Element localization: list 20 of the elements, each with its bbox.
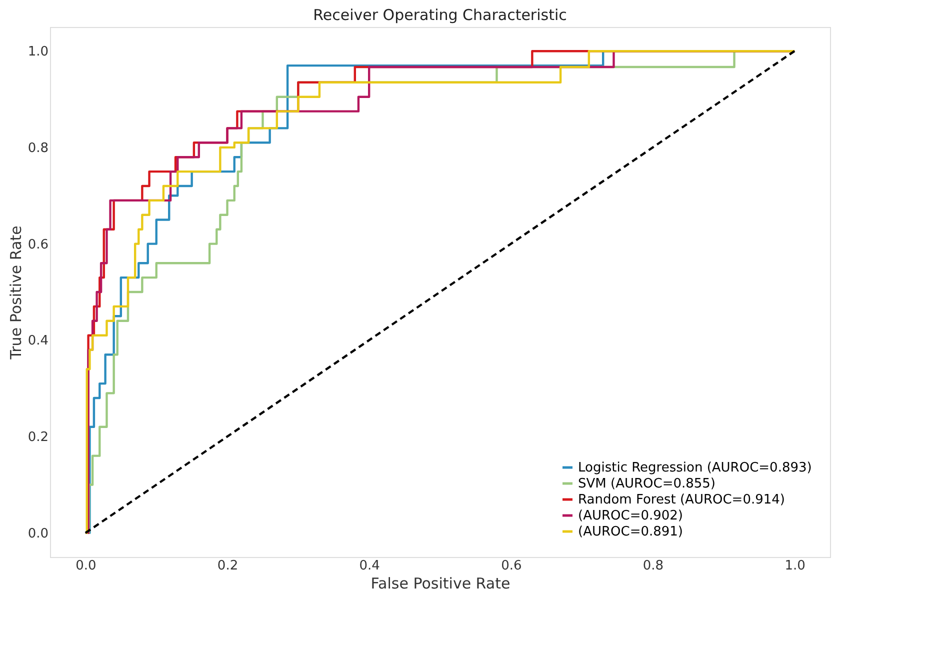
y-tick-label: 0.8 [28,140,48,156]
legend-label: Logistic Regression (AUROC=0.893) [578,460,812,476]
y-tick-label: 1.0 [28,44,48,60]
legend-label: (AUROC=0.891) [578,524,684,540]
x-tick-label: 1.0 [784,558,806,574]
x-axis-title: False Positive Rate [370,574,510,592]
y-tick-label: 0.0 [28,526,48,542]
legend-label: Random Forest (AUROC=0.914) [578,492,785,508]
x-tick-label: 0.6 [501,558,522,574]
legend-label: (AUROC=0.902) [578,508,684,524]
legend-label: SVM (AUROC=0.855) [578,476,716,492]
y-tick-label: 0.6 [28,237,48,252]
y-tick-label: 0.2 [28,430,48,446]
x-tick-label: 0.4 [359,558,380,574]
x-tick-label: 0.8 [642,558,664,574]
x-tick-label: 0.2 [217,558,238,574]
x-tick-label: 0.0 [76,558,96,574]
chart-title: Receiver Operating Characteristic [313,6,567,24]
y-tick-label: 0.4 [28,334,48,349]
y-axis-title: True Positive Rate [6,226,25,360]
